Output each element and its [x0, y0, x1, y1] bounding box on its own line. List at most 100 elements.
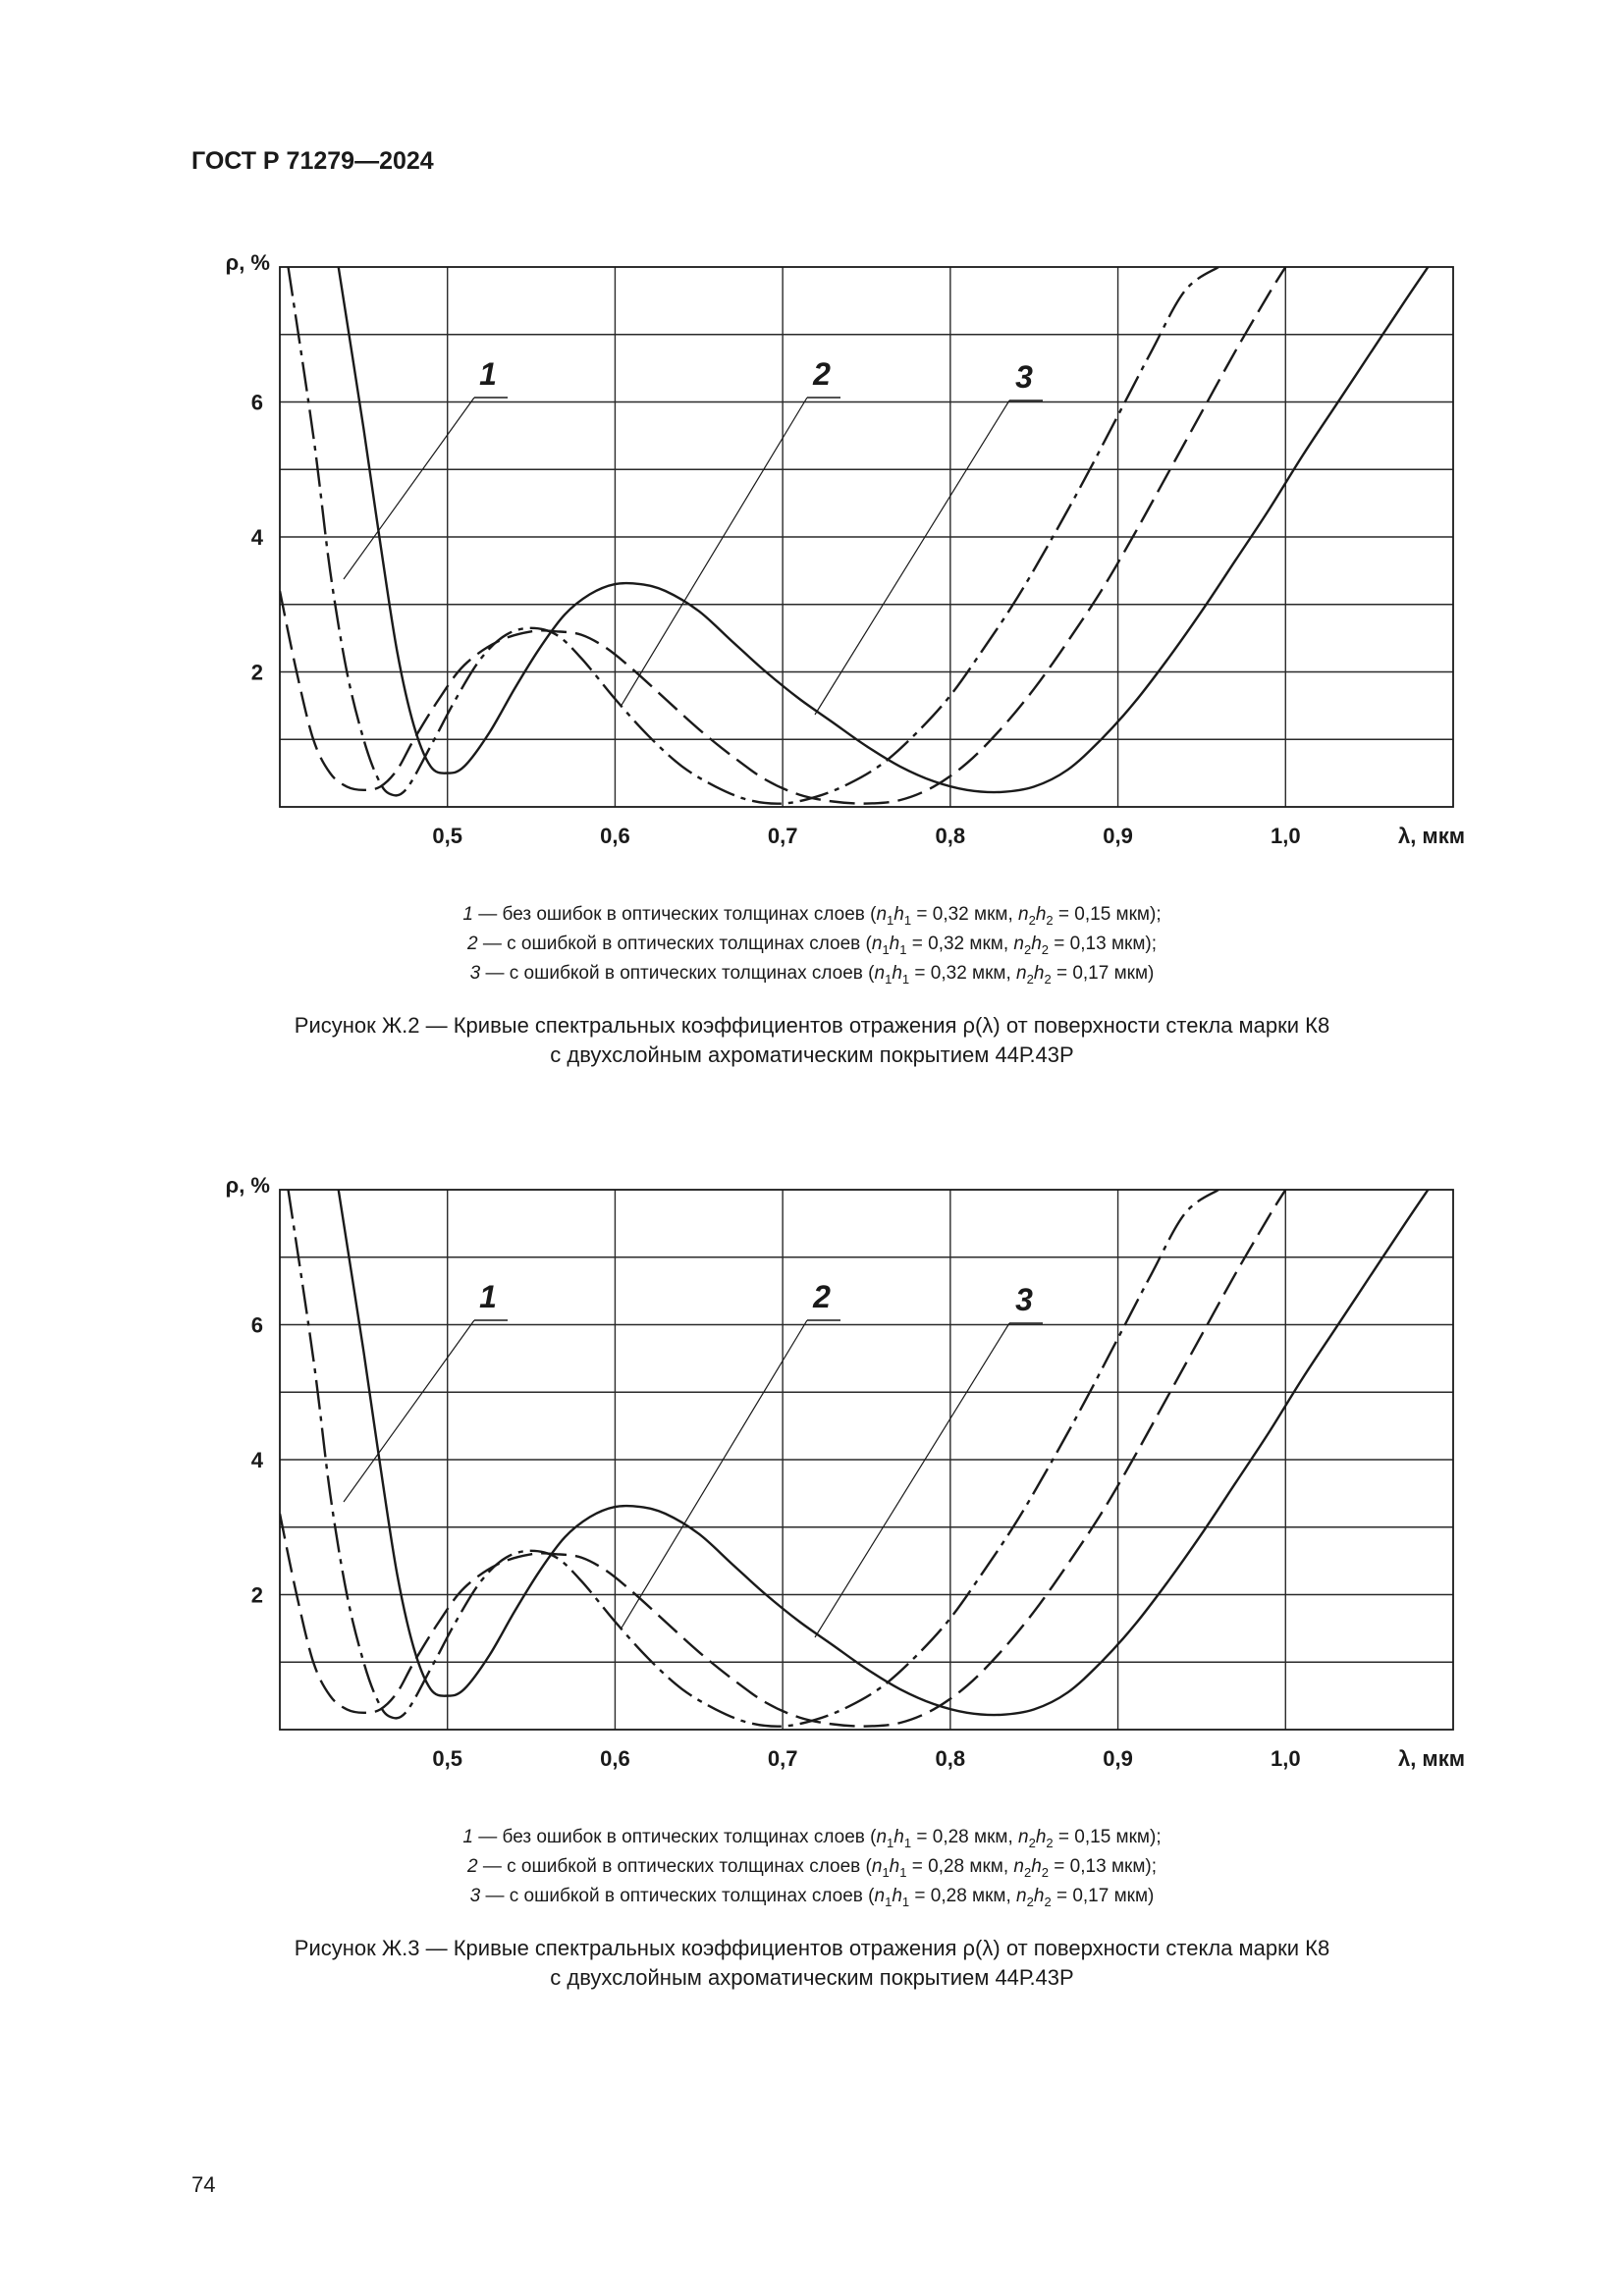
symbol-h: h [889, 933, 900, 954]
leader-line [814, 1322, 1010, 1638]
leader-line [620, 397, 808, 708]
symbol-h: h [889, 1855, 900, 1877]
subscript: 1 [887, 912, 894, 928]
legend-value-1: = 0,28 мкм, [909, 1885, 1017, 1906]
subscript: 2 [1046, 1835, 1054, 1850]
symbol-h: h [1035, 904, 1047, 925]
x-tick-label: 0,5 [432, 1746, 462, 1771]
caption-line-1: Рисунок Ж.3 — Кривые спектральных коэффи… [294, 1936, 1330, 1960]
x-tick-label: 0,8 [936, 1746, 966, 1771]
subscript: 2 [1026, 971, 1034, 987]
legend-value-2: = 0,13 мкм); [1049, 1855, 1157, 1877]
curve-label-1: 1 [479, 1279, 497, 1314]
curves [280, 1190, 1430, 1728]
legend-line-3: 3 — с ошибкой в оптических толщинах слое… [0, 962, 1624, 991]
subscript: 2 [1041, 941, 1050, 957]
plot-frame [279, 266, 1454, 808]
x-tick-label: 1,0 [1271, 824, 1301, 848]
symbol-n: n [876, 1827, 888, 1847]
symbol-h: h [1033, 1885, 1045, 1906]
legend-line-1: 1 — без ошибок в оптических толщинах сло… [0, 1826, 1624, 1855]
legend-text: — с ошибкой в оптических толщинах слоев … [480, 1885, 875, 1906]
symbol-h: h [1033, 962, 1045, 984]
legend-line-2: 2 — с ошибкой в оптических толщинах слое… [0, 1855, 1624, 1885]
subscript: 1 [882, 941, 890, 957]
legend-line-1: 1 — без ошибок в оптических толщинах сло… [0, 903, 1624, 933]
reflectance-chart-zh3: 0,5 0,6 0,7 0,8 0,9 1,0 2 4 6 ρ, % λ, мкм 1 2 3 [226, 1173, 1465, 1771]
x-axis-label: λ, мкм [1398, 1746, 1465, 1771]
y-tick-label: 4 [251, 1448, 264, 1472]
symbol-h: h [893, 1827, 904, 1847]
subscript: 1 [885, 971, 893, 987]
legend-value-1: = 0,32 мкм, [906, 933, 1014, 954]
subscript: 2 [1028, 1835, 1036, 1850]
x-tick-label: 0,7 [768, 824, 798, 848]
subscript: 1 [899, 941, 907, 957]
symbol-n: n [1018, 1827, 1029, 1847]
legend-value-1: = 0,32 мкм, [911, 904, 1019, 925]
curve-1 [287, 267, 1219, 805]
x-tick-label: 0,5 [432, 824, 462, 848]
figure-caption: Рисунок Ж.2 — Кривые спектральных коэффи… [0, 1011, 1624, 1070]
symbol-n: n [1016, 962, 1027, 984]
leader-line [343, 1319, 475, 1503]
subscript: 2 [1041, 1864, 1050, 1880]
legend-line-3: 3 — с ошибкой в оптических толщинах слое… [0, 1885, 1624, 1914]
curve-2 [280, 1190, 1287, 1728]
legend-value-1: = 0,28 мкм, [911, 1827, 1019, 1847]
x-tick-label: 0,8 [936, 824, 966, 848]
symbol-h: h [892, 1885, 902, 1906]
legend-value-2: = 0,17 мкм) [1051, 1885, 1155, 1906]
legend-text: — с ошибкой в оптических толщинах слоев … [480, 962, 875, 984]
curve-3 [337, 267, 1430, 794]
y-axis-label: ρ, % [226, 250, 270, 275]
legend-value-1: = 0,32 мкм, [909, 962, 1017, 984]
subscript: 1 [882, 1864, 890, 1880]
symbol-n: n [871, 933, 883, 954]
y-axis-label: ρ, % [226, 1173, 270, 1198]
legend-number: 3 [469, 1885, 481, 1906]
legend-value-2: = 0,17 мкм) [1051, 962, 1155, 984]
subscript: 2 [1023, 941, 1032, 957]
legend-number: 3 [469, 962, 481, 984]
legend-value-1: = 0,28 мкм, [906, 1855, 1014, 1877]
subscript: 1 [899, 1864, 907, 1880]
figure-legend: 1 — без ошибок в оптических толщинах сло… [0, 1826, 1624, 1913]
figure-legend: 1 — без ошибок в оптических толщинах сло… [0, 903, 1624, 990]
plot-frame [279, 1189, 1454, 1731]
legend-value-2: = 0,13 мкм); [1049, 933, 1157, 954]
y-tick-label: 6 [251, 391, 263, 415]
curve-label-3: 3 [1015, 359, 1033, 395]
subscript: 2 [1028, 912, 1036, 928]
subscript: 1 [901, 1894, 910, 1909]
symbol-n: n [876, 904, 888, 925]
caption-line-1: Рисунок Ж.2 — Кривые спектральных коэффи… [294, 1013, 1330, 1038]
symbol-h: h [892, 962, 902, 984]
legend-text: — без ошибок в оптических толщинах слоев… [472, 1827, 877, 1847]
legend-value-2: = 0,15 мкм); [1053, 1827, 1162, 1847]
subscript: 1 [901, 971, 910, 987]
curve-2 [280, 267, 1287, 805]
curve-label-3: 3 [1015, 1282, 1033, 1317]
curves [280, 267, 1430, 805]
y-tick-label: 2 [251, 1583, 263, 1608]
symbol-h: h [1031, 1855, 1042, 1877]
subscript: 2 [1044, 971, 1052, 987]
legend-text: — с ошибкой в оптических толщинах слоев … [477, 933, 872, 954]
x-tick-label: 0,9 [1103, 824, 1133, 848]
legend-text: — с ошибкой в оптических толщинах слоев … [477, 1855, 872, 1877]
figure-caption: Рисунок Ж.3 — Кривые спектральных коэффи… [0, 1934, 1624, 1993]
subscript: 2 [1023, 1864, 1032, 1880]
legend-text: — без ошибок в оптических толщинах слоев… [472, 904, 877, 925]
x-tick-label: 0,7 [768, 1746, 798, 1771]
subscript: 1 [903, 912, 912, 928]
curve-1 [287, 1190, 1219, 1728]
reflectance-chart-zh2: 0,5 0,6 0,7 0,8 0,9 1,0 2 4 6 ρ, % λ, мкм 1 2 3 [226, 250, 1465, 848]
symbol-n: n [874, 962, 886, 984]
y-tick-label: 2 [251, 661, 263, 685]
symbol-n: n [1018, 904, 1029, 925]
grid [279, 1189, 1454, 1731]
subscript: 2 [1044, 1894, 1052, 1909]
caption-line-2: с двухслойным ахроматическим покрытием 4… [550, 1042, 1074, 1067]
symbol-h: h [893, 904, 904, 925]
